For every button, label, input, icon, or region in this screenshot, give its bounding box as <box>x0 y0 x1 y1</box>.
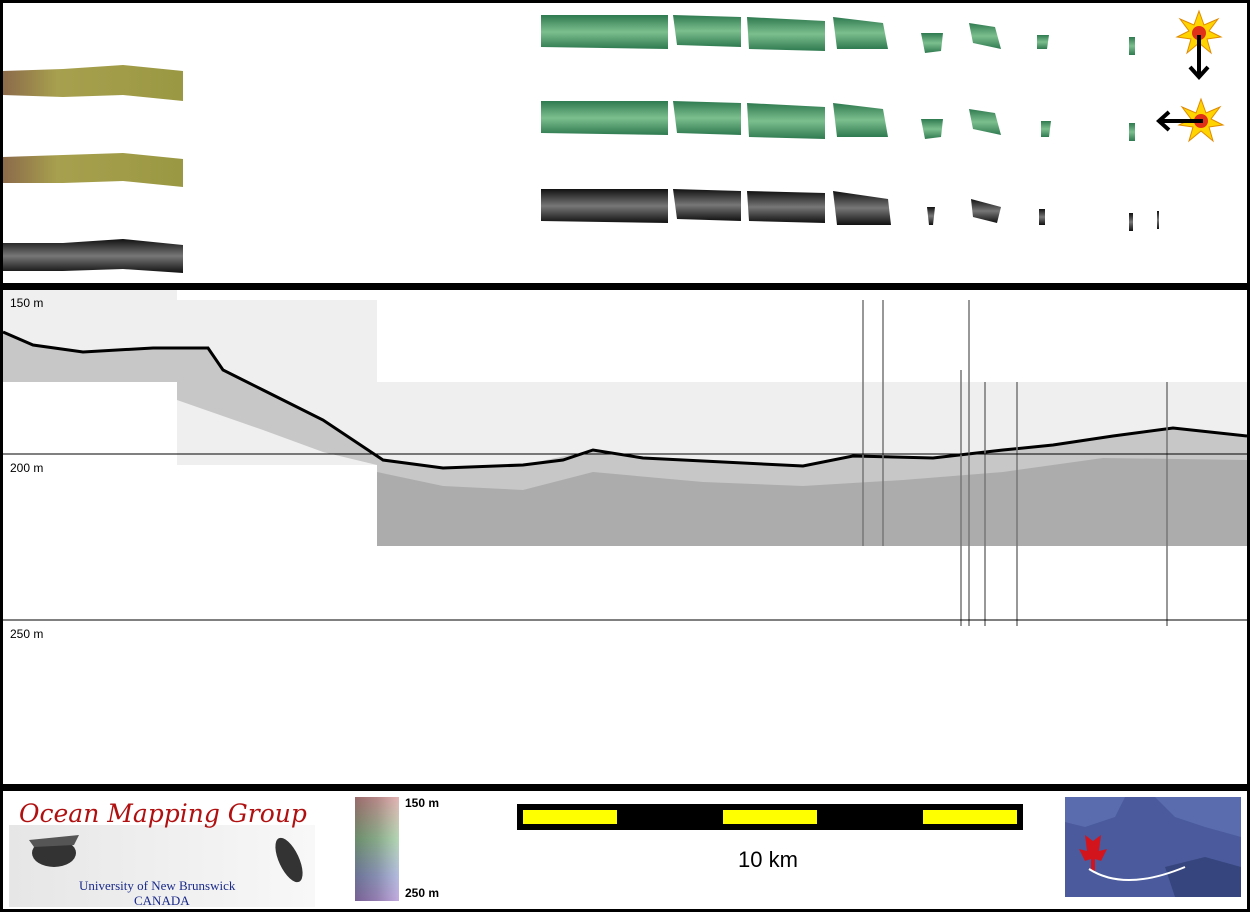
scale-bar <box>517 804 1023 830</box>
bathymetry-strip-left-2 <box>3 153 183 187</box>
omg-university: University of New Brunswick <box>79 878 236 893</box>
arcticnet-logo-image <box>1065 797 1241 897</box>
sun-arrow-down-icon <box>1175 9 1223 80</box>
swath-panel <box>3 3 1247 283</box>
echogram-panel: 150 m 200 m 250 m <box>3 290 1247 784</box>
depth-label-150: 150 m <box>10 296 44 310</box>
scale-bar-label: 10 km <box>738 847 798 872</box>
backscatter-strip-right <box>541 189 1159 231</box>
colorbar-top-label: 150 m <box>405 796 440 810</box>
bathymetry-strip-left-1 <box>3 65 183 101</box>
seafloor-line <box>3 330 1247 470</box>
swath-strips <box>3 9 1225 273</box>
omg-logo: Ocean Mapping Group University of New Br… <box>9 795 315 908</box>
sub-bottom-texture <box>3 332 1247 546</box>
depth-label-250: 250 m <box>10 627 44 641</box>
omg-country: CANADA <box>134 893 190 908</box>
arcticnet-logo <box>1065 797 1241 897</box>
echogram <box>3 290 1247 626</box>
colorbar-bottom-label: 250 m <box>405 886 440 900</box>
noise-spikes <box>862 300 1168 626</box>
bathymetry-strip-green-1 <box>541 15 1135 55</box>
sub-bottom-texture-deep <box>377 458 1247 546</box>
omg-logo-image <box>9 825 315 907</box>
footer-panel: Ocean Mapping Group University of New Br… <box>3 791 1247 909</box>
depth-colorbar <box>355 797 399 901</box>
bathymetry-strip-green-2 <box>541 101 1135 141</box>
omg-title: Ocean Mapping Group <box>19 799 307 828</box>
depth-label-200: 200 m <box>10 461 44 475</box>
sun-arrow-left-icon <box>1156 97 1225 143</box>
backscatter-strip-left <box>3 239 183 273</box>
